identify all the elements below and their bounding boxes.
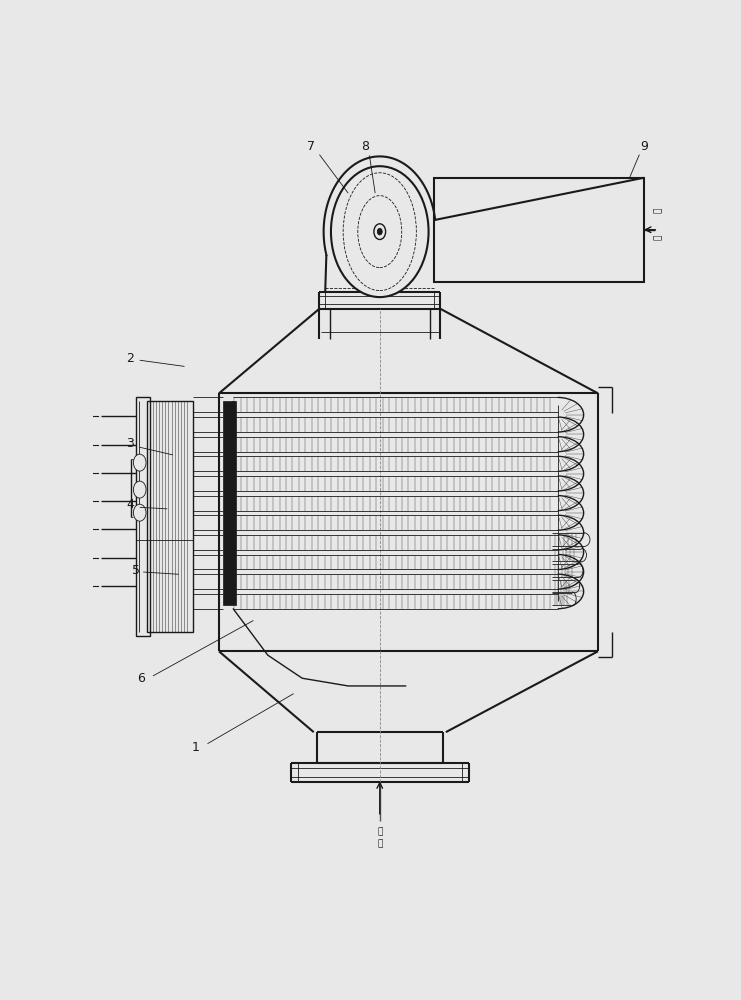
Bar bbox=[147, 401, 193, 632]
Circle shape bbox=[377, 228, 382, 235]
Text: 气: 气 bbox=[654, 235, 662, 240]
Circle shape bbox=[133, 481, 146, 498]
Text: 8: 8 bbox=[362, 140, 370, 153]
Text: 7: 7 bbox=[307, 140, 315, 153]
Text: 2: 2 bbox=[126, 352, 134, 365]
Circle shape bbox=[331, 166, 428, 297]
Bar bbox=[434, 178, 644, 282]
Text: 6: 6 bbox=[138, 672, 145, 685]
Text: 3: 3 bbox=[126, 437, 134, 450]
Text: 9: 9 bbox=[640, 140, 648, 153]
Circle shape bbox=[133, 504, 146, 521]
Bar bbox=[223, 401, 236, 605]
Text: 4: 4 bbox=[126, 498, 134, 512]
Circle shape bbox=[133, 454, 146, 471]
Bar bbox=[136, 397, 150, 636]
Circle shape bbox=[374, 224, 385, 240]
Text: 1: 1 bbox=[192, 741, 200, 754]
Text: 5: 5 bbox=[132, 564, 140, 577]
Text: 排: 排 bbox=[654, 208, 662, 213]
Text: 气: 气 bbox=[377, 839, 382, 848]
Text: 进: 进 bbox=[377, 828, 382, 837]
